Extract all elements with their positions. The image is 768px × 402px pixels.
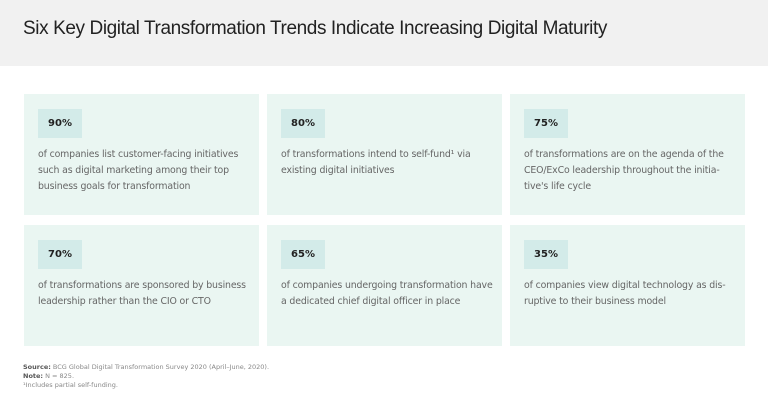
header-band: Six Key Digital Transformation Trends In… bbox=[0, 0, 768, 66]
stat-card: 65% of companies undergoing transformati… bbox=[267, 225, 502, 346]
stat-value: 65% bbox=[281, 240, 325, 269]
note-label: Note: bbox=[23, 372, 44, 380]
stat-description: of companies view digital technology as … bbox=[524, 280, 726, 307]
stat-card: 35% of companies view digital technology… bbox=[510, 225, 745, 346]
page-title: Six Key Digital Transformation Trends In… bbox=[23, 18, 607, 39]
note-text: N = 825. bbox=[43, 372, 75, 380]
source-note: Source: BCG Global Digital Transformatio… bbox=[23, 363, 269, 371]
stat-card: 90% of companies list customer-facing in… bbox=[24, 94, 259, 215]
stat-value: 80% bbox=[281, 109, 325, 138]
source-label: Source: bbox=[23, 363, 51, 371]
stat-value: 75% bbox=[524, 109, 568, 138]
stat-card: 70% of transformations are sponsored by … bbox=[24, 225, 259, 346]
sample-note: Note: N = 825. bbox=[23, 372, 74, 380]
stat-value: 90% bbox=[38, 109, 82, 138]
stat-value: 35% bbox=[524, 240, 568, 269]
footnote: ¹Includes partial self-funding. bbox=[23, 381, 118, 389]
stat-description: of companies undergoing transformation h… bbox=[281, 280, 493, 307]
stat-card: 80% of transformations intend to self-fu… bbox=[267, 94, 502, 215]
source-text: BCG Global Digital Transformation Survey… bbox=[50, 363, 270, 371]
stat-description: of companies list customer-facing initia… bbox=[38, 149, 239, 192]
stat-value: 70% bbox=[38, 240, 82, 269]
stat-description: of transformations are on the agenda of … bbox=[524, 149, 724, 192]
stat-description: of transformations intend to self-fund¹ … bbox=[281, 149, 471, 176]
stat-card: 75% of transformations are on the agenda… bbox=[510, 94, 745, 215]
stat-description: of transformations are sponsored by busi… bbox=[38, 280, 246, 307]
